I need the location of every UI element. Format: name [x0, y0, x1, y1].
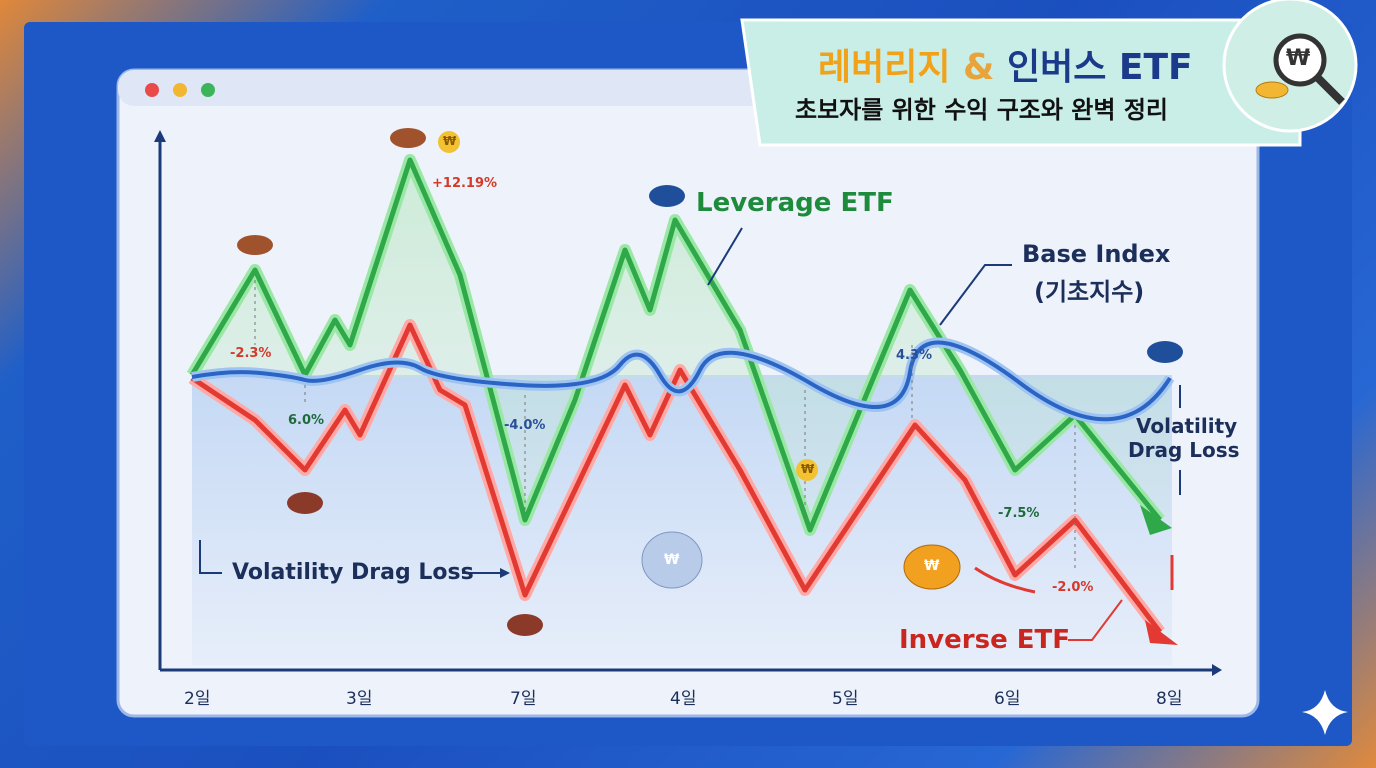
coin-symbol: ₩ — [801, 462, 815, 476]
x-label: 5일 — [832, 689, 859, 709]
arrow — [974, 566, 1036, 594]
coin-symbol: ₩ — [1286, 46, 1311, 71]
magnifier-handle — [1315, 75, 1345, 105]
arrow — [154, 130, 166, 142]
coins — [1255, 81, 1289, 99]
annotation: -2.0% — [1052, 580, 1094, 595]
drag-label: Volatility — [1136, 414, 1238, 438]
title: 레버리지 & 인버스 ETF — [818, 38, 1193, 90]
connector — [199, 540, 222, 574]
bear-icons-blue — [649, 185, 1183, 363]
base-line — [191, 340, 1172, 422]
connector — [1068, 599, 1123, 641]
area-green — [192, 160, 1170, 530]
title-part: 레버리지 — [818, 47, 951, 88]
subtitle: 초보자를 위한 수익 구조와 완벽 정리 — [795, 96, 1168, 124]
x-label: 2일 — [184, 689, 211, 709]
title-part: 인버스 ETF — [1006, 47, 1193, 88]
dot — [201, 83, 215, 97]
title-box — [740, 18, 1302, 147]
arrow — [1145, 620, 1178, 645]
sparkle — [1302, 690, 1348, 735]
arrow — [500, 568, 510, 578]
inverse-line — [190, 322, 1162, 634]
coin-symbol: ₩ — [664, 552, 680, 568]
coin — [438, 131, 460, 153]
x-label: 4일 — [670, 689, 697, 709]
base-label-kr: (기초지수) — [1034, 278, 1145, 306]
inverse-label: Inverse ETF — [899, 625, 1071, 655]
guides — [254, 280, 1076, 570]
x-label: 8일 — [1156, 689, 1183, 709]
base-label: Base Index — [1022, 240, 1171, 268]
arrow — [1140, 505, 1172, 535]
leverage-line — [189, 157, 1162, 533]
bear-icons — [287, 492, 543, 636]
coin — [796, 459, 818, 481]
x-label: 3일 — [346, 689, 373, 709]
annotation: -4.0% — [504, 418, 546, 433]
dot — [173, 83, 187, 97]
drag-label: Drag Loss — [1128, 438, 1240, 462]
title-part: & — [963, 47, 995, 88]
leverage-label: Leverage ETF — [696, 188, 894, 218]
arrow — [1212, 664, 1222, 676]
dot — [145, 83, 159, 97]
annotation: -7.5% — [998, 506, 1040, 521]
x-label: 7일 — [510, 689, 537, 709]
connector — [707, 227, 743, 286]
money-bag — [641, 531, 703, 589]
money-bag — [903, 544, 961, 590]
coin-symbol: ₩ — [924, 558, 940, 574]
annotation: +12.19% — [432, 176, 498, 191]
coin-symbol: ₩ — [443, 134, 457, 148]
annotation: 6.0% — [288, 413, 325, 428]
connector — [939, 264, 1012, 326]
annotation: -2.3% — [230, 346, 272, 361]
drag-label: Volatility Drag Loss — [232, 560, 474, 585]
x-label: 6일 — [994, 689, 1021, 709]
bull-icons — [237, 128, 426, 255]
annotation: 4.3% — [896, 348, 933, 363]
magnifier — [1273, 33, 1327, 87]
